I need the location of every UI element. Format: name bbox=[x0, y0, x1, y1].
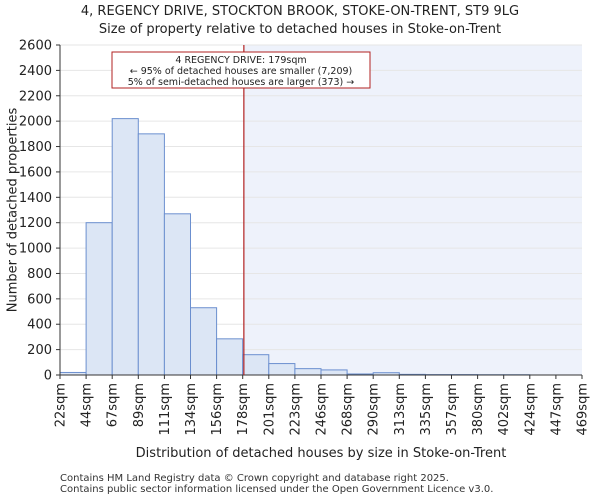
x-tick-label: 178sqm bbox=[236, 383, 251, 436]
x-tick-label: 89sqm bbox=[132, 383, 147, 427]
x-tick-label: 313sqm bbox=[393, 383, 408, 436]
annotation-line-3: 5% of semi-detached houses are larger (3… bbox=[128, 77, 355, 88]
y-tick-label: 2400 bbox=[19, 64, 52, 79]
bar bbox=[190, 307, 218, 376]
x-tick-label: 134sqm bbox=[184, 383, 199, 436]
y-tick-label: 1000 bbox=[19, 242, 52, 257]
x-tick-label: 335sqm bbox=[419, 383, 434, 436]
x-tick-label: 67sqm bbox=[106, 383, 121, 427]
footer-line-2: Contains public sector information licen… bbox=[60, 484, 494, 495]
x-tick-label: 111sqm bbox=[158, 383, 173, 436]
y-tick-label: 2200 bbox=[19, 89, 52, 104]
bar bbox=[294, 368, 322, 376]
x-tick-label: 469sqm bbox=[576, 383, 591, 436]
y-tick-label: 800 bbox=[27, 267, 52, 282]
x-tick-label: 290sqm bbox=[367, 383, 382, 436]
x-tick-label: 156sqm bbox=[210, 383, 225, 436]
annotation-line-1: 4 REGENCY DRIVE: 179sqm bbox=[175, 55, 306, 66]
x-tick-label: 223sqm bbox=[288, 383, 303, 436]
footer-line-1: Contains HM Land Registry data © Crown c… bbox=[60, 473, 449, 484]
annotation-line-2: ← 95% of detached houses are smaller (7,… bbox=[130, 66, 353, 77]
x-tick-label: 268sqm bbox=[341, 383, 356, 436]
x-tick-label: 201sqm bbox=[262, 383, 277, 436]
y-tick-label: 200 bbox=[27, 343, 52, 358]
x-tick-label: 447sqm bbox=[549, 383, 564, 436]
y-tick-label: 2600 bbox=[19, 39, 52, 54]
annotation-box bbox=[111, 51, 371, 89]
bar bbox=[85, 222, 113, 376]
bar bbox=[320, 369, 348, 376]
x-tick-label: 246sqm bbox=[315, 383, 330, 436]
bar bbox=[137, 133, 165, 376]
bar bbox=[163, 213, 191, 376]
bar bbox=[242, 354, 270, 376]
chart-title: 4, REGENCY DRIVE, STOCKTON BROOK, STOKE-… bbox=[80, 4, 520, 19]
highlight-region bbox=[243, 45, 582, 375]
y-axis-label: Number of detached properties bbox=[6, 108, 21, 313]
x-tick-label: 357sqm bbox=[445, 383, 460, 436]
x-tick-label: 380sqm bbox=[471, 383, 486, 436]
x-tick-label: 44sqm bbox=[80, 383, 95, 427]
x-tick-label: 22sqm bbox=[54, 383, 69, 427]
y-tick-label: 0 bbox=[44, 369, 52, 384]
y-tick-label: 2000 bbox=[19, 115, 52, 130]
y-tick-label: 600 bbox=[27, 292, 52, 307]
x-tick-label: 402sqm bbox=[497, 383, 512, 436]
bar bbox=[216, 338, 244, 376]
y-tick-label: 1200 bbox=[19, 216, 52, 231]
y-tick-label: 1800 bbox=[19, 140, 52, 155]
bar bbox=[268, 363, 296, 376]
x-axis-label: Distribution of detached houses by size … bbox=[136, 446, 507, 461]
y-tick-label: 1400 bbox=[19, 191, 52, 206]
y-tick-label: 1600 bbox=[19, 165, 52, 180]
chart-subtitle: Size of property relative to detached ho… bbox=[98, 22, 502, 37]
bar bbox=[111, 118, 139, 376]
y-tick-label: 400 bbox=[27, 318, 52, 333]
x-tick-label: 424sqm bbox=[523, 383, 538, 436]
